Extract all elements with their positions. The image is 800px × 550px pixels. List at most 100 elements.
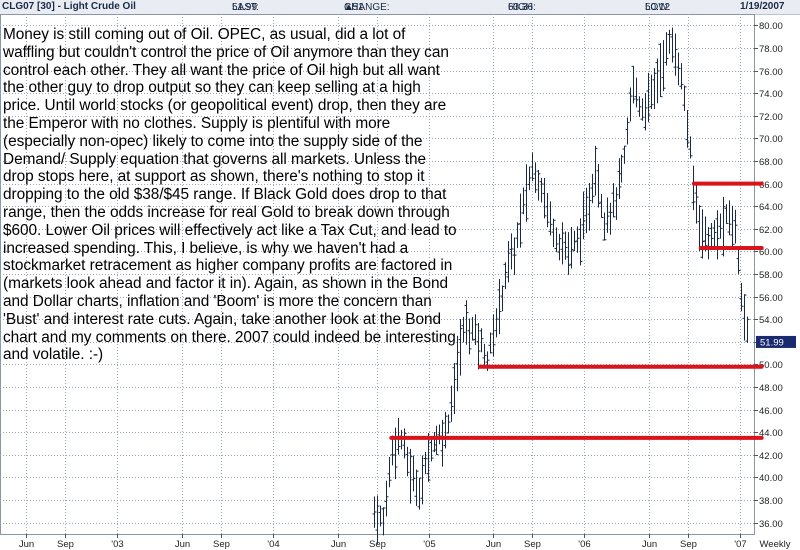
y-tick-label: 42.00 [759, 451, 783, 462]
x-tick-label: Sep [680, 539, 697, 550]
ohlc-bar [461, 316, 466, 343]
last-price-tag [756, 335, 796, 348]
ohlc-bar [614, 187, 619, 220]
ohlc-bar [440, 419, 445, 467]
ohlc-bar [494, 308, 499, 338]
ohlc-bar [476, 323, 481, 370]
ohlc-bar [375, 495, 380, 544]
ohlc-bar [736, 249, 741, 275]
ohlc-bar [482, 343, 487, 368]
up-triangle-icon: ▲ [344, 2, 354, 13]
low-label: LOW: [645, 2, 671, 13]
change-label: CHANGE: [344, 2, 390, 13]
chart-header: CLG07 [30] - Light Crude Oil LAST: 51.99… [0, 0, 800, 15]
ohlc-bar [709, 223, 714, 250]
x-tick-label: Jun [19, 539, 34, 550]
ohlc-bar [599, 193, 604, 219]
y-tick-label: 72.00 [759, 112, 783, 123]
ohlc-bar [426, 433, 431, 482]
y-tick-label: 80.00 [759, 21, 783, 32]
y-tick-label: 68.00 [759, 157, 783, 168]
y-tick-label: 48.00 [759, 383, 783, 394]
ohlc-bar [611, 183, 616, 218]
ohlc-bar [700, 209, 705, 259]
x-tick-label: '06 [578, 539, 590, 550]
x-tick-label: Jun [331, 539, 346, 550]
price-chart: 36.00 38.00 40.00 42.00 44.00 46.00 48.00 50.00… [0, 14, 796, 550]
ohlc-bar [542, 177, 547, 219]
ohlc-bar [434, 425, 439, 456]
ohlc-bar [551, 218, 556, 248]
ohlc-bar [530, 152, 535, 182]
ohlc-bar [605, 197, 610, 233]
x-tick-label: Sep [369, 539, 386, 550]
ohlc-bar [512, 237, 517, 275]
ohlc-bar [685, 110, 690, 148]
ohlc-bar [402, 428, 407, 459]
ohlc-bar [539, 177, 544, 203]
ohlc-bar [572, 230, 577, 252]
ohlc-bar [408, 448, 413, 504]
ohlc-bar [584, 187, 589, 234]
x-tick-label: '07 [734, 539, 746, 550]
ohlc-bar [649, 74, 654, 109]
ohlc-bar [557, 233, 562, 261]
ohlc-bar [467, 318, 472, 355]
ohlc-bar [602, 212, 607, 241]
ohlc-bar [536, 169, 541, 201]
ohlc-bar [631, 65, 636, 104]
y-tick-label: 76.00 [759, 67, 783, 78]
ohlc-bar [697, 204, 702, 251]
ohlc-bar [452, 362, 457, 415]
ohlc-bar [587, 182, 592, 231]
last-price-tag-label: 51.99 [760, 337, 784, 348]
ohlc-bar [745, 316, 750, 343]
ohlc-bar [414, 469, 419, 506]
y-tick-label: 66.00 [759, 180, 783, 191]
ohlc-bar [742, 294, 747, 341]
ohlc-bar [706, 227, 711, 260]
ohlc-bar [688, 136, 693, 159]
ohlc-bar [715, 210, 720, 260]
y-tick-label: 58.00 [759, 270, 783, 281]
ohlc-bar [727, 200, 732, 236]
x-tick-label: Jun [642, 539, 657, 550]
x-tick-label: Jun [486, 539, 501, 550]
ohlc-bar [417, 477, 422, 510]
y-tick-label: 64.00 [759, 202, 783, 213]
chart-title: CLG07 [30] - Light Crude Oil [2, 1, 136, 12]
ohlc-bar [724, 204, 729, 224]
ohlc-bar [664, 32, 669, 66]
ohlc-bar [491, 314, 496, 357]
ohlc-bar [634, 77, 639, 108]
ohlc-bar [590, 173, 595, 204]
ohlc-bar [503, 262, 508, 290]
ohlc-bar [703, 216, 708, 252]
ohlc-bar [545, 193, 550, 228]
y-tick-label: 44.00 [759, 428, 783, 439]
ohlc-bar [655, 58, 660, 104]
ohlc-bar [658, 43, 663, 98]
ohlc-bar [446, 414, 451, 434]
low-value: 50.12 [645, 2, 671, 13]
change-value: 1.51 [344, 2, 364, 13]
ohlc-bar [497, 279, 502, 335]
y-tick-label: 78.00 [759, 44, 783, 55]
ohlc-bar [593, 145, 598, 196]
x-axis-label: Weekly [760, 539, 791, 550]
price-bars [372, 27, 750, 544]
ohlc-bar [455, 335, 460, 392]
x-tick-label: '05 [423, 539, 435, 550]
ohlc-bar [575, 226, 580, 253]
ohlc-bar [506, 241, 511, 283]
ohlc-bar [625, 117, 630, 145]
ohlc-bar [652, 68, 657, 109]
ohlc-bar [470, 316, 475, 341]
ohlc-bar [661, 40, 666, 92]
ohlc-bar [429, 438, 434, 462]
y-tick-label: 60.00 [759, 247, 783, 258]
ohlc-bar [378, 505, 383, 527]
ohlc-bar [733, 209, 738, 244]
ohlc-bar [670, 27, 675, 63]
ohlc-bar [548, 201, 553, 236]
